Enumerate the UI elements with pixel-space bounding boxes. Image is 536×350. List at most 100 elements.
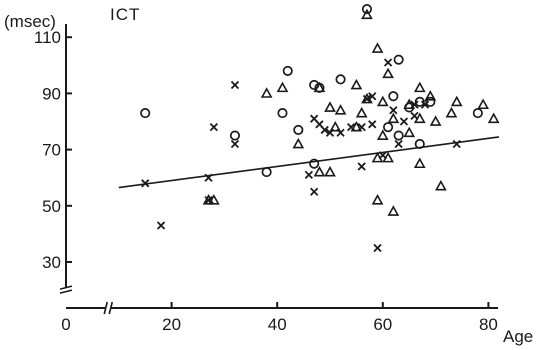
cross-marker <box>383 58 393 67</box>
triangle-marker <box>429 115 442 126</box>
circle-marker <box>261 167 272 178</box>
x-axis-break-mark <box>103 301 109 315</box>
triangle-marker <box>403 126 416 138</box>
triangle-marker <box>371 42 384 53</box>
triangle-marker <box>382 151 394 163</box>
triangle-marker <box>445 106 458 118</box>
circle-marker <box>425 96 436 107</box>
y-tick-label: 70 <box>42 141 61 160</box>
cross-stroke <box>346 122 356 132</box>
y-axis-break-gap <box>60 288 72 294</box>
cross-marker <box>209 122 218 132</box>
circle-marker <box>383 122 394 133</box>
axis-breaks <box>59 285 114 315</box>
triangle-marker <box>413 157 426 169</box>
y-tick-label: 30 <box>42 253 61 272</box>
y-axis-label: (msec) <box>4 12 56 31</box>
cross-marker <box>304 170 314 180</box>
y-axis-break-mark <box>59 289 73 294</box>
triangle-marker <box>350 78 363 90</box>
cross-marker <box>310 187 319 196</box>
cross-stroke <box>310 114 319 123</box>
cross-stroke <box>320 125 329 135</box>
y-ticks: 30 50 70 90 110 <box>34 28 72 272</box>
cross-stroke <box>204 196 213 205</box>
cross-stroke <box>410 111 419 121</box>
cross-stroke <box>230 80 240 90</box>
triangle-marker <box>324 101 336 112</box>
cross-stroke <box>357 162 366 171</box>
triangle-marker <box>435 179 447 191</box>
triangle-marker <box>329 120 342 132</box>
circle-marker <box>314 82 325 93</box>
regression-line <box>118 136 500 189</box>
triangle-marker <box>387 205 400 216</box>
triangle-marker <box>382 67 394 79</box>
x-axis-break-gap <box>105 302 112 314</box>
triangle-marker <box>361 8 373 20</box>
triangle-marker <box>371 151 384 163</box>
triangle-marker <box>276 81 289 93</box>
triangle-marker <box>324 165 336 177</box>
plot-area <box>118 4 500 253</box>
circle-marker <box>393 54 404 65</box>
circle-marker <box>404 102 415 113</box>
chart-axes <box>65 24 498 309</box>
y-tick-label: 90 <box>42 84 61 103</box>
cross-stroke <box>368 120 377 129</box>
y-axis-break-mark <box>59 285 73 290</box>
cross-marker <box>357 162 366 171</box>
cross-stroke <box>304 170 314 180</box>
triangle-marker <box>387 112 400 124</box>
cross-marker <box>230 80 240 90</box>
triangle-marker <box>487 112 500 124</box>
cross-marker <box>362 94 372 104</box>
cross-marker <box>373 243 382 253</box>
cross-stroke <box>373 243 382 253</box>
cross-marker <box>156 221 166 230</box>
circle-marker <box>277 108 288 119</box>
triangle-marker <box>424 90 437 101</box>
y-tick-label: 110 <box>34 28 61 47</box>
triangle-marker <box>355 106 368 118</box>
circle-marker <box>229 130 241 141</box>
circle-marker <box>472 108 483 119</box>
x-ticks: 0 20 40 60 80 <box>61 302 498 334</box>
cross-marker <box>320 125 329 135</box>
x-tick-label: 80 <box>479 315 498 334</box>
triangle-marker <box>413 81 426 93</box>
x-tick-label: 60 <box>373 315 392 334</box>
cross-marker <box>399 117 409 126</box>
y-tick-label: 50 <box>42 197 61 216</box>
circle-marker <box>309 79 320 91</box>
cross-marker <box>394 139 403 149</box>
cross-stroke <box>383 58 393 67</box>
triangle-marker <box>477 98 489 110</box>
cross-stroke <box>394 139 403 149</box>
circle-marker <box>414 96 425 107</box>
triangle-marker <box>350 120 363 132</box>
triangle-marker <box>376 95 389 107</box>
triangle-marker <box>371 194 384 205</box>
triangle-marker <box>413 112 426 124</box>
chart-title: ICT <box>110 5 140 24</box>
triangle-marker <box>450 95 463 107</box>
cross-stroke <box>209 122 218 132</box>
cross-stroke <box>420 100 430 109</box>
circle-marker <box>388 91 399 102</box>
triangle-marker <box>292 137 305 149</box>
cross-marker <box>420 100 430 109</box>
triangle-marker <box>376 129 389 140</box>
cross-stroke <box>156 221 166 230</box>
cross-stroke <box>230 139 240 149</box>
cross-stroke <box>362 94 372 104</box>
x-tick-label: 40 <box>268 315 287 334</box>
x-tick-label: 0 <box>61 315 70 334</box>
cross-stroke <box>336 128 345 137</box>
x-tick-label: 20 <box>162 315 181 334</box>
circle-marker <box>282 65 293 76</box>
cross-stroke <box>315 120 324 129</box>
cross-marker <box>230 139 240 149</box>
cross-stroke <box>310 187 319 196</box>
